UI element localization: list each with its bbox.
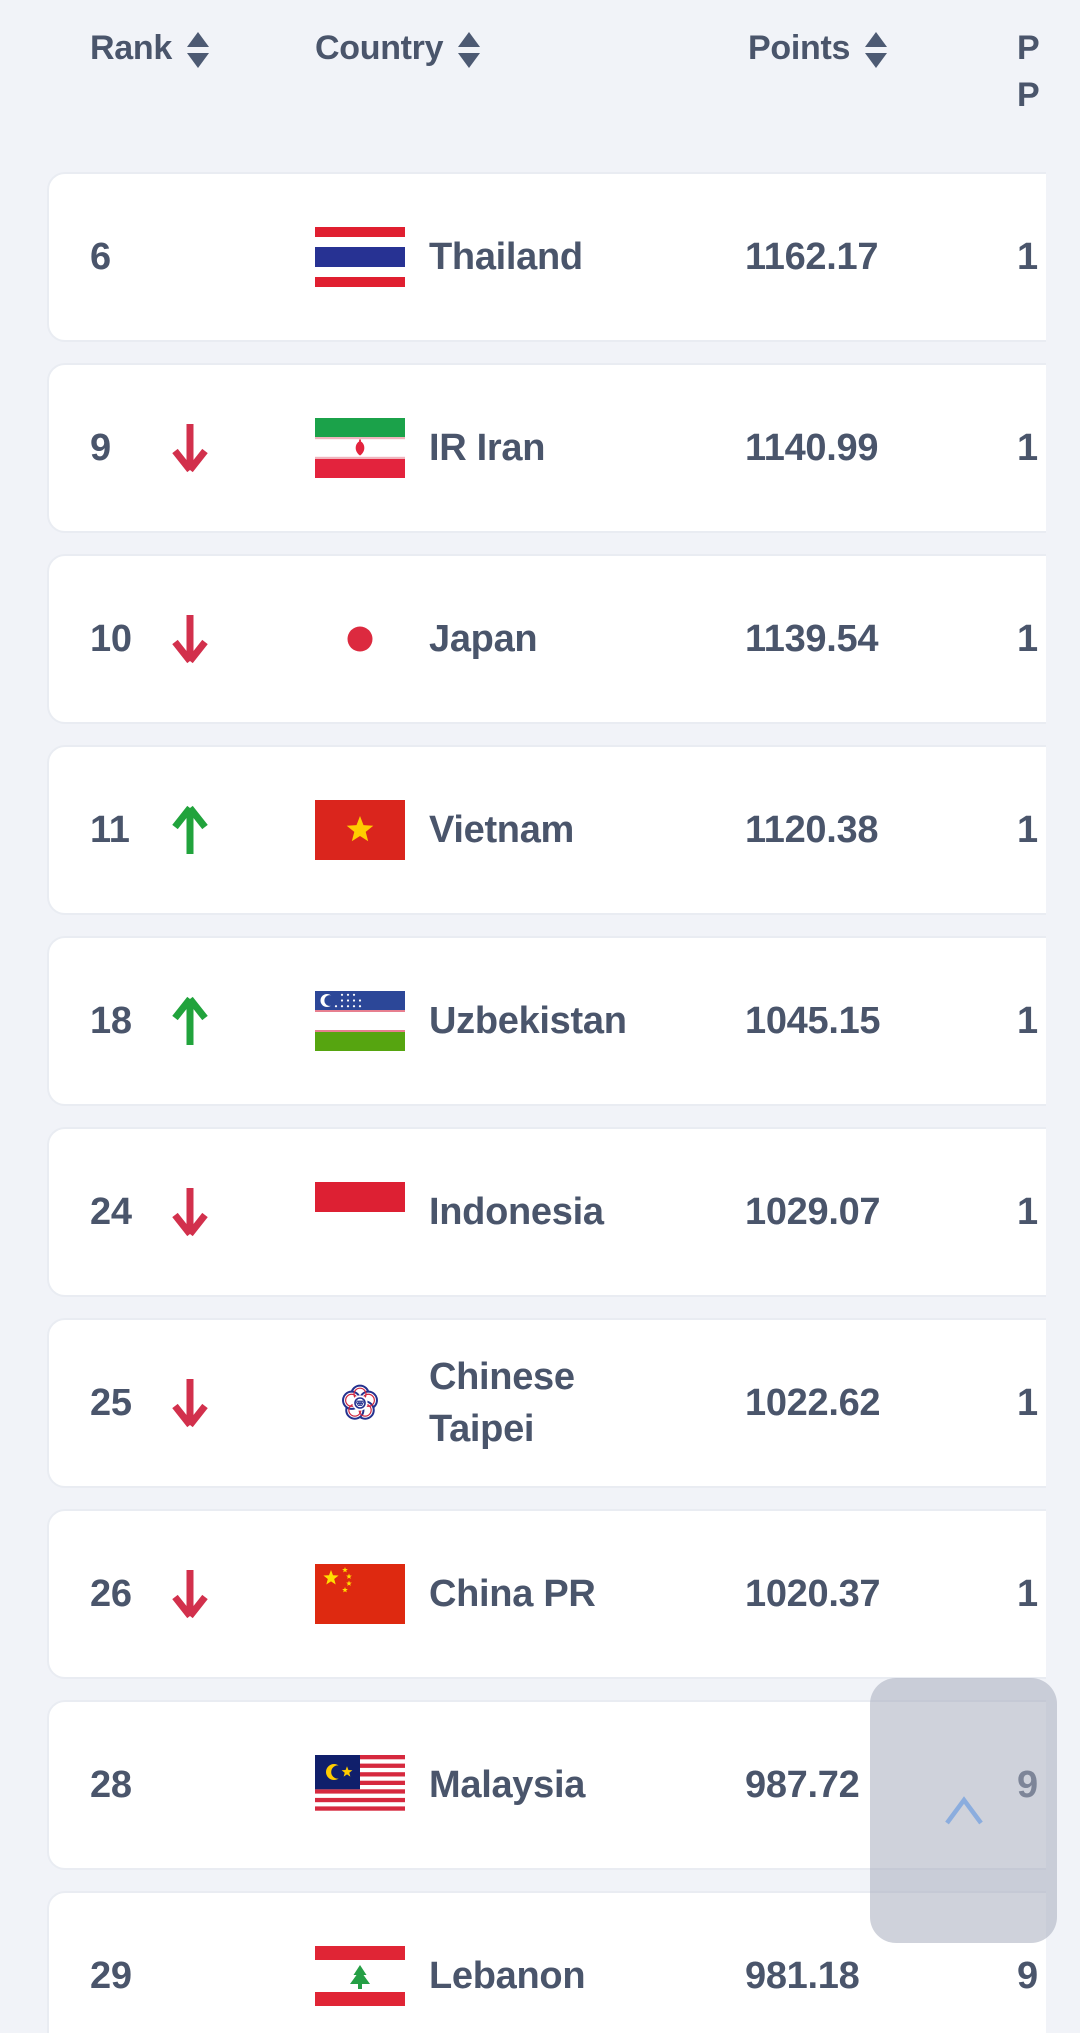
rank-value: 9 [90,426,111,469]
prev-points-value: 9 [1017,1954,1038,1997]
movement-indicator [162,421,218,475]
movement-indicator [162,803,218,857]
movement-indicator [162,994,218,1048]
column-header-rank[interactable]: Rank [90,25,315,172]
rank-down-icon [172,615,208,664]
points-value: 1140.99 [745,426,879,469]
prev-points-value: 1 [1017,426,1038,469]
country-name: China PR [429,1573,596,1615]
rank-up-icon [172,996,208,1045]
country-name: Thailand [429,236,583,278]
rank-value: 28 [90,1763,132,1806]
vietnam-flag-icon [315,800,405,860]
malaysia-flag-icon [315,1755,405,1815]
movement-indicator [162,1376,218,1430]
points-value: 1022.62 [745,1381,881,1424]
points-value: 981.18 [745,1954,860,1997]
country-name: Japan [429,618,538,660]
country-name: Chinese Taipei [429,1356,575,1450]
chevron-up-icon [944,1795,983,1824]
column-label-country: Country [315,29,444,67]
country-name: Malaysia [429,1764,586,1806]
points-value: 1029.07 [745,1190,881,1233]
movement-indicator [162,1567,218,1621]
country-name: Vietnam [429,809,575,851]
rank-up-icon [172,805,208,854]
prev-points-value: 1 [1017,1572,1038,1615]
lebanon-flag-icon [315,1946,405,2006]
prev-points-value: 1 [1017,808,1038,851]
country-name: Indonesia [429,1191,604,1233]
iran-flag-icon [315,418,405,478]
rank-value: 18 [90,999,132,1042]
rank-value: 24 [90,1190,132,1233]
column-label-prev-points-line2: P [1017,76,1040,114]
table-body: 6 Thailand 1162.17 1 9 IR Iran 1140.99 1… [0,172,1046,2033]
column-header-prev-points: P P [1017,25,1046,172]
ranking-row[interactable]: 10 Japan 1139.54 1 [47,554,1046,724]
table-header: Rank Country Points P P [0,0,1046,172]
ranking-row[interactable]: 24 Indonesia 1029.07 1 [47,1127,1046,1297]
rank-down-icon [172,1188,208,1237]
prev-points-value: 1 [1017,235,1038,278]
points-value: 1139.54 [745,617,879,660]
rank-value: 6 [90,235,111,278]
points-value: 1120.38 [745,808,879,851]
rank-down-icon [172,1379,208,1428]
ranking-row[interactable]: 9 IR Iran 1140.99 1 [47,363,1046,533]
sort-icon [458,32,481,68]
thailand-flag-icon [315,227,405,287]
indonesia-flag-icon [315,1182,405,1242]
sort-icon [865,32,888,68]
table-viewport: Rank Country Points P P [0,0,1046,2033]
ranking-row[interactable]: 26 China PR 1020.37 1 [47,1509,1046,1679]
column-label-points: Points [748,29,851,67]
prev-points-value: 1 [1017,1381,1038,1424]
column-header-country[interactable]: Country [315,25,748,172]
prev-points-value: 1 [1017,1190,1038,1233]
column-header-points[interactable]: Points [748,25,1017,172]
column-label-rank: Rank [90,29,172,67]
ranking-row[interactable]: 6 Thailand 1162.17 1 [47,172,1046,342]
rank-value: 25 [90,1381,132,1424]
points-value: 1162.17 [745,235,879,278]
back-to-top-button[interactable] [870,1678,1057,1943]
ranking-row[interactable]: 11 Vietnam 1120.38 1 [47,745,1046,915]
country-name: IR Iran [429,427,546,469]
country-name: Lebanon [429,1955,586,1997]
rank-value: 10 [90,617,132,660]
rank-value: 11 [90,808,130,851]
rank-value: 26 [90,1572,132,1615]
ranking-row[interactable]: 18 Uzbekistan 1045.15 1 [47,936,1046,1106]
china-pr-flag-icon [315,1564,405,1624]
points-value: 987.72 [745,1763,860,1806]
country-name: Uzbekistan [429,1000,627,1042]
movement-indicator [162,1185,218,1239]
points-value: 1020.37 [745,1572,881,1615]
ranking-row[interactable]: 25 Chinese Taipei 1022.62 1 [47,1318,1046,1488]
points-value: 1045.15 [745,999,881,1042]
rank-down-icon [172,424,208,473]
prev-points-value: 1 [1017,999,1038,1042]
sort-icon [186,32,209,68]
rank-value: 29 [90,1954,132,1997]
prev-points-value: 1 [1017,617,1038,660]
chinese-taipei-flag-icon [315,1373,405,1433]
column-label-prev-points-line1: P [1017,29,1040,67]
japan-flag-icon [315,609,405,669]
rank-down-icon [172,1570,208,1619]
uzbekistan-flag-icon [315,991,405,1051]
movement-indicator [162,612,218,666]
